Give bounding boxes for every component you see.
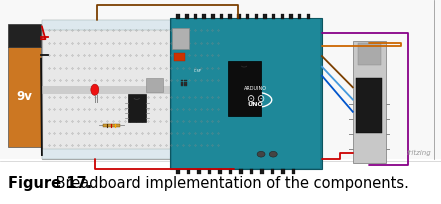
Bar bbox=[103, 124, 120, 127]
Bar bbox=[271, 169, 274, 174]
Bar bbox=[187, 169, 191, 174]
Text: Breadboard implementation of the components.: Breadboard implementation of the compone… bbox=[51, 176, 409, 191]
Bar bbox=[208, 169, 211, 174]
Bar bbox=[218, 169, 222, 174]
Bar bbox=[211, 14, 215, 19]
Bar bbox=[184, 82, 187, 84]
Bar bbox=[306, 14, 310, 19]
Bar bbox=[254, 14, 258, 19]
Bar bbox=[280, 14, 284, 19]
Ellipse shape bbox=[257, 151, 265, 157]
Bar bbox=[220, 14, 223, 19]
Ellipse shape bbox=[269, 151, 277, 157]
Bar bbox=[176, 14, 180, 19]
Text: UNO: UNO bbox=[247, 102, 263, 107]
Bar bbox=[202, 14, 206, 19]
Bar bbox=[228, 14, 232, 19]
Bar bbox=[194, 14, 197, 19]
Bar bbox=[42, 20, 225, 30]
Bar bbox=[181, 80, 183, 81]
Text: ⊙: ⊙ bbox=[256, 94, 264, 104]
Bar bbox=[172, 19, 320, 168]
Bar bbox=[292, 169, 295, 174]
Bar bbox=[184, 80, 187, 81]
Bar bbox=[184, 84, 187, 86]
Text: 9v: 9v bbox=[17, 90, 32, 103]
Text: ⊙: ⊙ bbox=[246, 94, 254, 104]
Bar bbox=[172, 28, 189, 49]
Bar bbox=[228, 61, 261, 116]
Bar bbox=[198, 169, 201, 174]
Bar bbox=[181, 84, 183, 86]
Bar bbox=[185, 14, 189, 19]
Bar bbox=[174, 53, 185, 61]
Bar bbox=[8, 24, 41, 47]
Bar bbox=[42, 20, 225, 159]
Bar bbox=[263, 14, 267, 19]
Bar bbox=[170, 18, 322, 169]
Bar bbox=[250, 169, 253, 174]
Text: Figure 17.: Figure 17. bbox=[8, 176, 92, 191]
Text: fritzing: fritzing bbox=[407, 150, 431, 156]
Text: ARDUINO: ARDUINO bbox=[243, 86, 266, 91]
Bar bbox=[298, 14, 302, 19]
Bar bbox=[239, 169, 243, 174]
Bar bbox=[358, 43, 381, 65]
Bar bbox=[246, 14, 250, 19]
Bar bbox=[176, 169, 180, 174]
Bar bbox=[181, 82, 183, 84]
Bar bbox=[229, 169, 232, 174]
Bar bbox=[42, 149, 225, 159]
Bar bbox=[8, 47, 41, 147]
Text: ICSP: ICSP bbox=[193, 69, 201, 73]
Bar bbox=[353, 41, 386, 163]
Ellipse shape bbox=[91, 84, 99, 95]
Bar bbox=[0, 0, 441, 159]
Bar bbox=[146, 78, 163, 92]
Bar bbox=[128, 94, 146, 122]
Bar bbox=[42, 86, 225, 94]
Bar bbox=[272, 14, 276, 19]
Bar bbox=[356, 78, 382, 133]
Bar bbox=[237, 14, 241, 19]
Bar bbox=[289, 14, 293, 19]
Bar bbox=[281, 169, 285, 174]
Bar bbox=[260, 169, 264, 174]
